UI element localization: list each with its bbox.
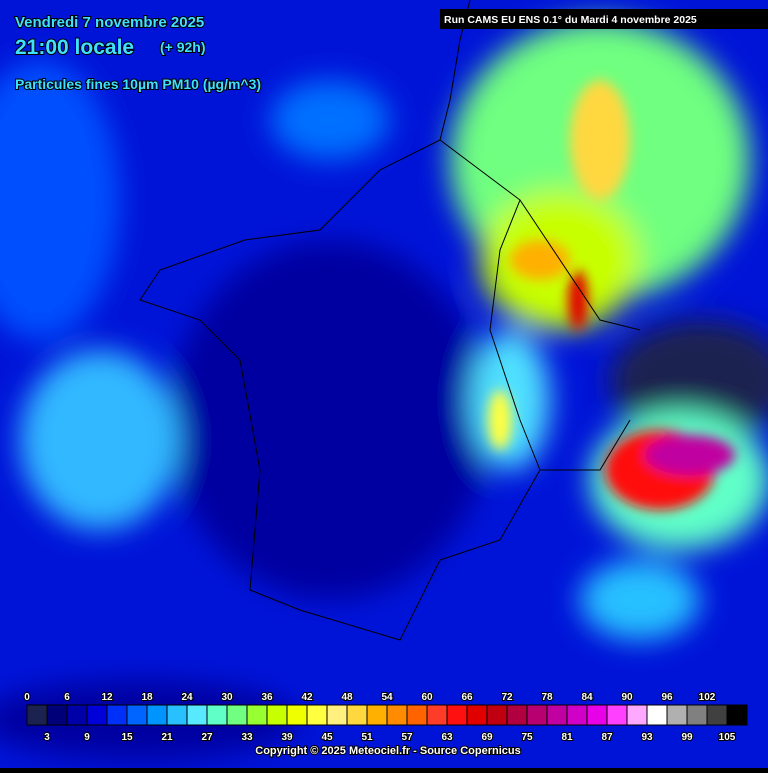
legend-cell: [606, 704, 628, 726]
run-info: Run CAMS EU ENS 0.1° du Mardi 4 novembre…: [444, 14, 697, 26]
legend-tick-label: 36: [261, 692, 273, 703]
legend-cell: [426, 704, 448, 726]
footer: Copyright © 2025 Meteociel.fr - Source C…: [255, 745, 520, 757]
legend-tick-label: 81: [561, 732, 573, 743]
legend-tick-label: 78: [541, 692, 553, 703]
legend-tick-label: 87: [601, 732, 613, 743]
legend-cell: [686, 704, 708, 726]
legend-tick-label: 57: [401, 732, 413, 743]
legend-cell: [506, 704, 528, 726]
legend-cell: [386, 704, 408, 726]
legend-cell: [586, 704, 608, 726]
legend-tick-label: 0: [24, 692, 30, 703]
legend-cell: [446, 704, 468, 726]
legend-cell: [266, 704, 288, 726]
run-box: [440, 9, 768, 29]
legend-tick-label: 90: [621, 692, 633, 703]
legend-tick-label: 27: [201, 732, 213, 743]
legend-cell: [246, 704, 268, 726]
legend-tick-label: 102: [699, 692, 716, 703]
legend-tick-label: 63: [441, 732, 453, 743]
legend-tick-label: 99: [681, 732, 693, 743]
legend-tick-label: 72: [501, 692, 513, 703]
legend-tick-label: 21: [161, 732, 173, 743]
legend-tick-label: 3: [44, 732, 50, 743]
legend-cell: [206, 704, 228, 726]
legend-cell: [166, 704, 188, 726]
variable: Particules fines 10µm PM10 (µg/m^3): [15, 76, 261, 92]
legend-tick-label: 60: [421, 692, 433, 703]
legend-tick-label: 48: [341, 692, 353, 703]
legend-cell: [146, 704, 168, 726]
legend-tick-label: 69: [481, 732, 493, 743]
legend-tick-label: 45: [321, 732, 333, 743]
legend-cell: [706, 704, 728, 726]
legend-cell: [546, 704, 568, 726]
legend-cell: [66, 704, 88, 726]
legend-cell: [286, 704, 308, 726]
legend-tick-label: 66: [461, 692, 473, 703]
legend-cell: [626, 704, 648, 726]
legend-cell: [86, 704, 108, 726]
legend-tick-label: 39: [281, 732, 293, 743]
legend-tick-label: 15: [121, 732, 133, 743]
legend-tick-label: 84: [581, 692, 593, 703]
legend-cell: [106, 704, 128, 726]
legend-tick-label: 18: [141, 692, 153, 703]
legend-cell: [486, 704, 508, 726]
legend-cell: [346, 704, 368, 726]
legend-cell: [646, 704, 668, 726]
legend-tick-label: 54: [381, 692, 393, 703]
legend-cell: [526, 704, 548, 726]
legend-tick-label: 12: [101, 692, 113, 703]
legend-tick-label: 42: [301, 692, 313, 703]
legend-tick-label: 33: [241, 732, 253, 743]
legend-cell: [46, 704, 68, 726]
legend-tick-label: 24: [181, 692, 193, 703]
legend-tick-label: 9: [84, 732, 90, 743]
time: 21:00 locale: [15, 36, 134, 59]
legend-cell: [226, 704, 248, 726]
legend-cell: [326, 704, 348, 726]
legend-cell: [186, 704, 208, 726]
legend-cell: [566, 704, 588, 726]
legend-cell: [306, 704, 328, 726]
legend-cell: [366, 704, 388, 726]
legend-cell: [26, 704, 48, 726]
legend-cell: [406, 704, 428, 726]
legend-cell: [666, 704, 688, 726]
legend-tick-label: 96: [661, 692, 673, 703]
legend-tick-label: 51: [361, 732, 373, 743]
header: Vendredi 7 novembre 2025 21:00 locale (+…: [14, 13, 262, 93]
legend-tick-label: 6: [64, 692, 70, 703]
legend-tick-label: 30: [221, 692, 233, 703]
legend-cell: [726, 704, 748, 726]
legend-cell: [126, 704, 148, 726]
legend-cell: [466, 704, 488, 726]
lead-time: (+ 92h): [160, 39, 206, 55]
legend-tick-label: 75: [521, 732, 533, 743]
legend-tick-label: 93: [641, 732, 653, 743]
date: Vendredi 7 novembre 2025: [15, 14, 204, 31]
legend-tick-label: 105: [719, 732, 736, 743]
